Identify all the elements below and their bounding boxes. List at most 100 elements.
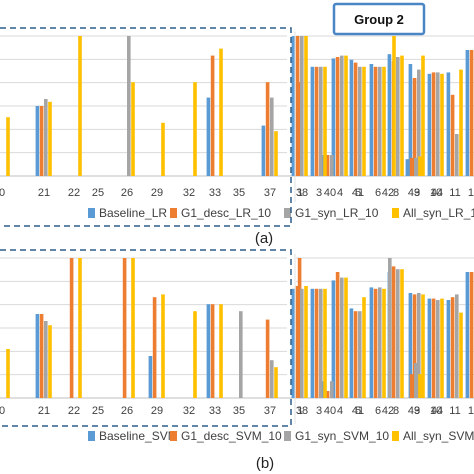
bar-All_syn_SVM_10-6 bbox=[382, 288, 386, 398]
bar-Baseline_LR-3 bbox=[310, 66, 315, 176]
bar-G1_desc_LR_10-37 bbox=[265, 82, 270, 176]
bar-Baseline_LR-33 bbox=[206, 97, 211, 176]
x-tick-label: 42 bbox=[382, 187, 394, 199]
bar-Baseline_SVM-12 bbox=[465, 272, 470, 398]
bar-All_syn_LR_10-43 bbox=[418, 156, 422, 176]
bar-All_syn_LR_10-10 bbox=[440, 73, 444, 176]
x-tick-label: 26 bbox=[121, 187, 133, 199]
bar-G1_syn_SVM_10-37 bbox=[270, 360, 274, 398]
bar-Baseline_LR-12 bbox=[465, 50, 470, 176]
bar-G1_desc_SVM_10-22 bbox=[69, 258, 74, 398]
legend-swatch bbox=[284, 431, 291, 441]
bar-G1_syn_SVM_10-35 bbox=[239, 311, 243, 398]
bar-Baseline_LR-8 bbox=[387, 54, 392, 177]
bar-G1_syn_LR_10-40 bbox=[330, 155, 334, 176]
x-tick-label: 33 bbox=[209, 405, 221, 417]
legend-label: G1_syn_SVM_10 bbox=[295, 429, 389, 443]
legend-swatch bbox=[170, 208, 177, 218]
x-tick-label: 6 bbox=[375, 187, 381, 199]
bar-Baseline_LR-9 bbox=[408, 64, 413, 176]
panel-b: 0 21 22 25 26 29 32 33 35 37 38 40 41 42 43 44 1 3 4 5 6 8 9 10… bbox=[0, 249, 474, 443]
caption-a: (a) bbox=[255, 230, 273, 247]
bar-G1_syn_LR_10-11 bbox=[455, 134, 459, 176]
bar-G1_desc_SVM_10-43 bbox=[409, 374, 414, 398]
bar-G1_syn_LR_10-21 bbox=[44, 99, 48, 176]
x-tick-label: 0 bbox=[0, 187, 5, 199]
bar-G1_desc_LR_10-3 bbox=[314, 66, 319, 176]
legend-swatch bbox=[284, 208, 291, 218]
x-tick-label: 12 bbox=[468, 187, 474, 199]
bar-G1_syn_SVM_10-9 bbox=[417, 293, 421, 398]
bar-All_syn_LR_10-33 bbox=[219, 48, 223, 176]
bar-G1_desc_LR_10-38 bbox=[297, 82, 302, 176]
legend-label: Baseline_LR bbox=[99, 206, 167, 220]
bar-G1_desc_LR_10-33 bbox=[210, 55, 215, 176]
bar-G1_desc_SVM_10-5 bbox=[353, 311, 358, 398]
bar-G1_desc_LR_10-5 bbox=[353, 62, 358, 176]
bar-G1_desc_SVM_10-6 bbox=[373, 288, 378, 398]
legend-label: Baseline_SVM bbox=[99, 429, 178, 443]
bar-G1_syn_LR_10-9 bbox=[417, 69, 421, 176]
x-tick-label: 38 bbox=[296, 405, 308, 417]
x-tick-label: 44 bbox=[431, 187, 443, 199]
x-tick-label: 9 bbox=[414, 187, 420, 199]
bar-G1_syn_LR_10-8 bbox=[396, 57, 400, 176]
x-tick-label: 11 bbox=[449, 405, 460, 417]
x-tick-label: 5 bbox=[355, 187, 361, 199]
bar-G1_desc_SVM_10-38 bbox=[297, 258, 302, 398]
bar-Baseline_LR-21 bbox=[35, 106, 40, 176]
bar-G1_desc_LR_10-21 bbox=[39, 106, 44, 176]
bar-All_syn_LR_10-26 bbox=[131, 82, 135, 176]
x-tick-label: 1 bbox=[297, 405, 303, 417]
bar-All_syn_LR_10-0 bbox=[6, 117, 10, 176]
x-tick-label: 37 bbox=[264, 405, 276, 417]
x-tick-label: 3 bbox=[316, 405, 322, 417]
x-tick-label: 42 bbox=[382, 405, 394, 417]
legend-label: G1_desc_SVM_10 bbox=[181, 429, 282, 443]
group-1-dashed-box bbox=[0, 27, 292, 227]
legend-swatch bbox=[392, 208, 399, 218]
group-label: Group 2 bbox=[354, 12, 404, 27]
bar-All_syn_LR_10-4 bbox=[344, 55, 348, 176]
bar-All_syn_SVM_10-22 bbox=[78, 258, 82, 398]
bar-Baseline_SVM-4 bbox=[331, 280, 336, 398]
bar-G1_desc_SVM_10-1 bbox=[295, 286, 300, 398]
bar-All_syn_LR_10-37 bbox=[274, 131, 278, 176]
bar-G1_syn_SVM_10-4 bbox=[340, 277, 344, 398]
bar-All_syn_LR_10-9 bbox=[421, 55, 425, 176]
bar-All_syn_SVM_10-8 bbox=[400, 269, 404, 398]
bar-All_syn_LR_10-6 bbox=[382, 66, 386, 176]
bar-G1_syn_SVM_10-11 bbox=[455, 294, 459, 398]
legend-swatch bbox=[170, 431, 177, 441]
x-tick-label: 3 bbox=[316, 187, 322, 199]
x-tick-label: 22 bbox=[68, 187, 80, 199]
x-tick-label: 29 bbox=[151, 187, 163, 199]
bar-G1_desc_LR_10-43 bbox=[409, 157, 414, 176]
legend-swatch bbox=[392, 431, 399, 441]
bar-All_syn_SVM_10-21 bbox=[48, 325, 52, 398]
bar-G1_desc_SVM_10-10 bbox=[431, 298, 436, 398]
legend-label: All_syn_LR_10 bbox=[403, 206, 474, 220]
legend-label: G1_desc_LR_10 bbox=[181, 206, 271, 220]
x-tick-label: 10 bbox=[430, 187, 442, 199]
x-tick-label: 29 bbox=[151, 405, 163, 417]
bar-G1_syn_SVM_10-1 bbox=[300, 288, 304, 398]
bar-G1_desc_LR_10-6 bbox=[373, 66, 378, 176]
x-tick-label: 8 bbox=[393, 187, 399, 199]
bar-All_syn_SVM_10-1 bbox=[304, 286, 308, 398]
legend-label: G1_syn_LR_10 bbox=[295, 206, 379, 220]
bar-All_syn_LR_10-11 bbox=[459, 69, 463, 176]
bar-G1_syn_LR_10-26 bbox=[127, 36, 131, 176]
x-tick-label: 21 bbox=[38, 405, 50, 417]
bar-All_syn_LR_10-1 bbox=[304, 36, 308, 176]
bar-Baseline_LR-10 bbox=[427, 73, 432, 176]
bar-G1_syn_SVM_10-21 bbox=[44, 321, 48, 398]
bar-G1_desc_SVM_10-40 bbox=[325, 391, 330, 398]
x-tick-label: 5 bbox=[355, 405, 361, 417]
bar-G1_desc_SVM_10-8 bbox=[391, 266, 396, 398]
bar-G1_desc_SVM_10-37 bbox=[265, 319, 270, 398]
bar-G1_syn_LR_10-6 bbox=[378, 66, 382, 176]
x-tick-label: 22 bbox=[68, 405, 80, 417]
bar-All_syn_LR_10-42 bbox=[392, 36, 396, 176]
